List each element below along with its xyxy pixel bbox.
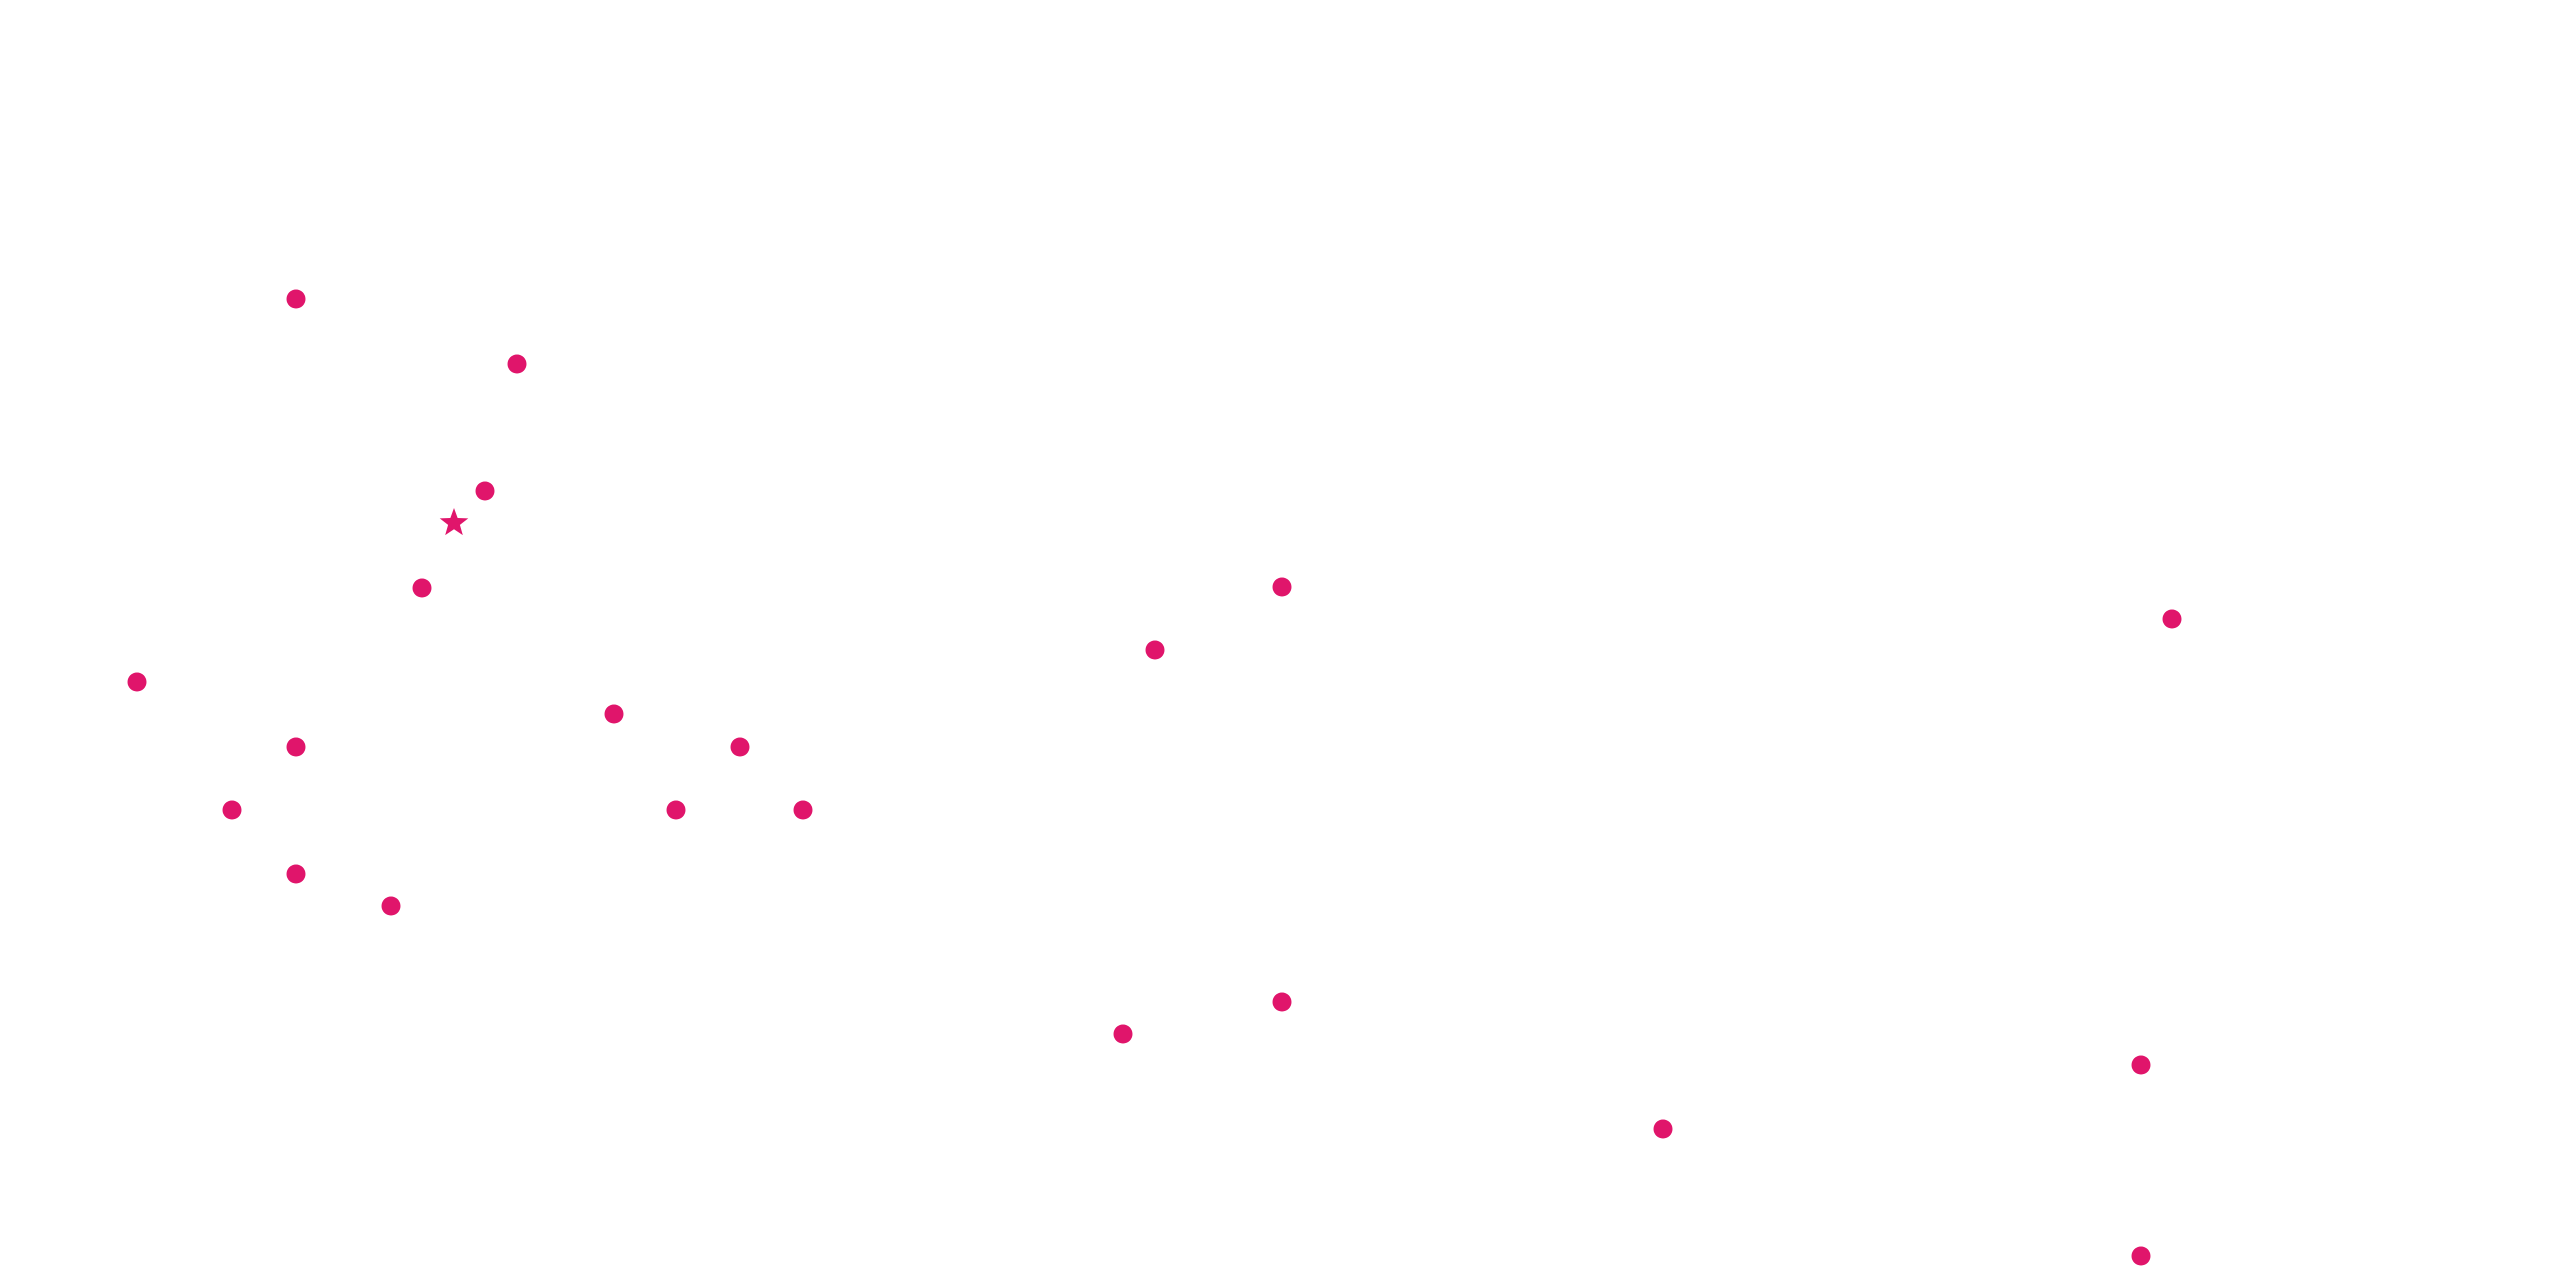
dot-marker-icon[interactable]: [286, 289, 306, 309]
dot-marker-icon[interactable]: [604, 704, 624, 724]
dot-marker-icon[interactable]: [507, 354, 527, 374]
dot-marker-icon[interactable]: [1145, 640, 1165, 660]
dot-marker-icon[interactable]: [2131, 1246, 2151, 1266]
dot-marker-icon[interactable]: [475, 481, 495, 501]
dot-marker-icon[interactable]: [2131, 1055, 2151, 1075]
dot-marker-icon[interactable]: [127, 672, 147, 692]
dot-marker-icon[interactable]: [286, 864, 306, 884]
dot-marker-icon[interactable]: [1653, 1119, 1673, 1139]
dot-marker-icon[interactable]: [222, 800, 242, 820]
dot-marker-icon[interactable]: [793, 800, 813, 820]
dot-marker-icon[interactable]: [412, 578, 432, 598]
dot-marker-icon[interactable]: [2162, 609, 2182, 629]
dot-marker-icon[interactable]: [1113, 1024, 1133, 1044]
map-highlight-layer: [439, 508, 469, 536]
dot-marker-icon[interactable]: [286, 737, 306, 757]
dot-marker-icon[interactable]: [730, 737, 750, 757]
star-marker-icon[interactable]: [439, 508, 469, 536]
dot-marker-icon[interactable]: [381, 896, 401, 916]
dot-marker-icon[interactable]: [1272, 577, 1292, 597]
map-markers-layer: [127, 289, 2182, 1266]
dot-marker-icon[interactable]: [666, 800, 686, 820]
dot-marker-icon[interactable]: [1272, 992, 1292, 1012]
